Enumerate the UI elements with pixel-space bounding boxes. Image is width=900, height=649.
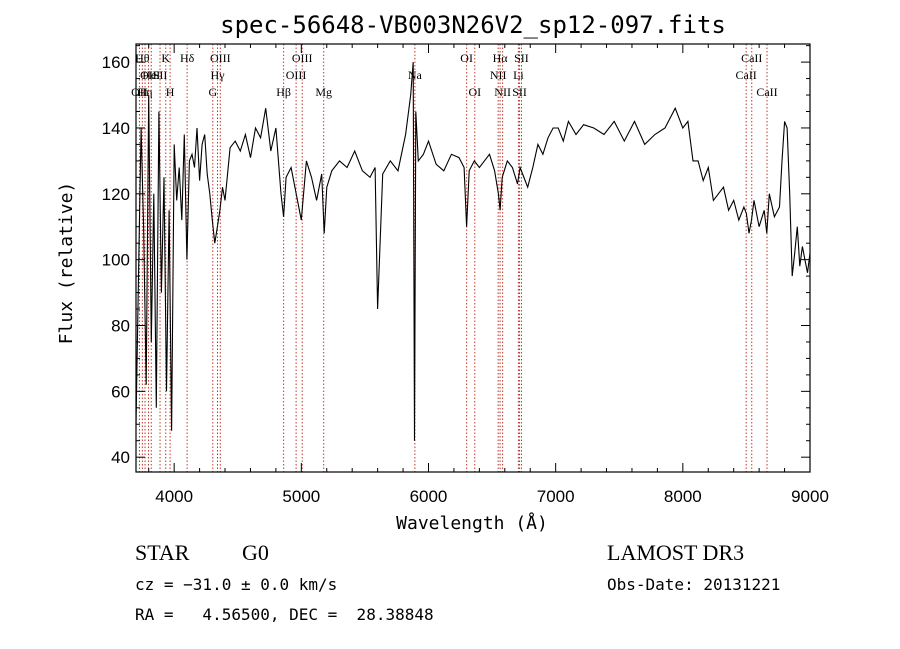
marker-label-17: OI: [460, 51, 473, 65]
y-tick-label: 40: [111, 448, 130, 467]
x-tick-label: 5000: [282, 487, 320, 506]
marker-label-20: Hα: [493, 51, 509, 65]
spectral-line-markers: [138, 44, 768, 472]
x-tick-label: 4000: [155, 487, 193, 506]
x-tick-label: 9000: [791, 487, 829, 506]
survey-name: LAMOST DR3: [607, 540, 744, 565]
marker-label-1: Hθ: [135, 51, 150, 65]
marker-label-18: OI: [468, 85, 481, 99]
marker-label-23: SII: [512, 85, 527, 99]
marker-label-11: OIII: [210, 51, 231, 65]
y-tick-label: 160: [102, 53, 130, 72]
x-tick-label: 7000: [537, 487, 575, 506]
marker-label-7: H: [166, 85, 175, 99]
marker-label-3: OII: [140, 68, 157, 82]
marker-label-0: OII: [131, 85, 148, 99]
y-tick-label: 120: [102, 185, 130, 204]
marker-label-25: CaII: [735, 68, 756, 82]
marker-label-21: NII: [494, 85, 511, 99]
y-tick-label: 100: [102, 251, 130, 270]
x-axis-ticks: 4000 5000 6000 7000 8000 9000: [148, 44, 829, 506]
marker-label-12: Hβ: [276, 85, 291, 99]
marker-label-5: SII: [153, 68, 168, 82]
redshift-line: cz = −31.0 ± 0.0 km/s: [135, 575, 337, 594]
marker-label-2: Hη: [138, 85, 153, 99]
y-axis-label: Flux (relative): [56, 182, 77, 345]
y-tick-label: 60: [111, 382, 130, 401]
marker-label-27: CaII: [756, 85, 777, 99]
object-class: STAR: [135, 540, 190, 565]
obs-date: Obs-Date: 20131221: [607, 575, 780, 594]
marker-label-6: K: [161, 51, 170, 65]
x-axis-label: Wavelength (Å): [396, 512, 548, 534]
marker-label-15: Mg: [315, 85, 332, 99]
coordinates: RA = 4.56500, DEC = 28.38848: [135, 605, 434, 624]
plot-frame: [135, 43, 811, 473]
spectral-line-labels: OIIHθHηOIIHeISIIKHHδGHγOIIIHβOIIIOIIIMgN…: [131, 51, 778, 99]
marker-label-24: SII: [514, 51, 529, 65]
marker-label-19: NII: [490, 68, 507, 82]
object-subclass: G0: [242, 540, 269, 565]
marker-label-16: Na: [408, 68, 423, 82]
chart-title: spec-56648-VB003N26V2_sp12-097.fits: [220, 11, 726, 39]
marker-label-14: OIII: [292, 51, 313, 65]
marker-label-26: CaII: [741, 51, 762, 65]
marker-label-13: OIII: [286, 68, 307, 82]
y-axis-ticks: 40 60 80 100 120 140 160: [102, 45, 810, 467]
marker-label-8: Hδ: [180, 51, 195, 65]
x-tick-label: 6000: [410, 487, 448, 506]
marker-label-9: G: [208, 85, 217, 99]
spectrum-line: [135, 62, 811, 441]
x-tick-label: 8000: [664, 487, 702, 506]
y-tick-label: 140: [102, 119, 130, 138]
marker-label-22: Li: [513, 68, 524, 82]
marker-label-10: Hγ: [211, 68, 226, 82]
y-tick-label: 80: [111, 316, 130, 335]
marker-label-4: HeI: [142, 68, 160, 82]
